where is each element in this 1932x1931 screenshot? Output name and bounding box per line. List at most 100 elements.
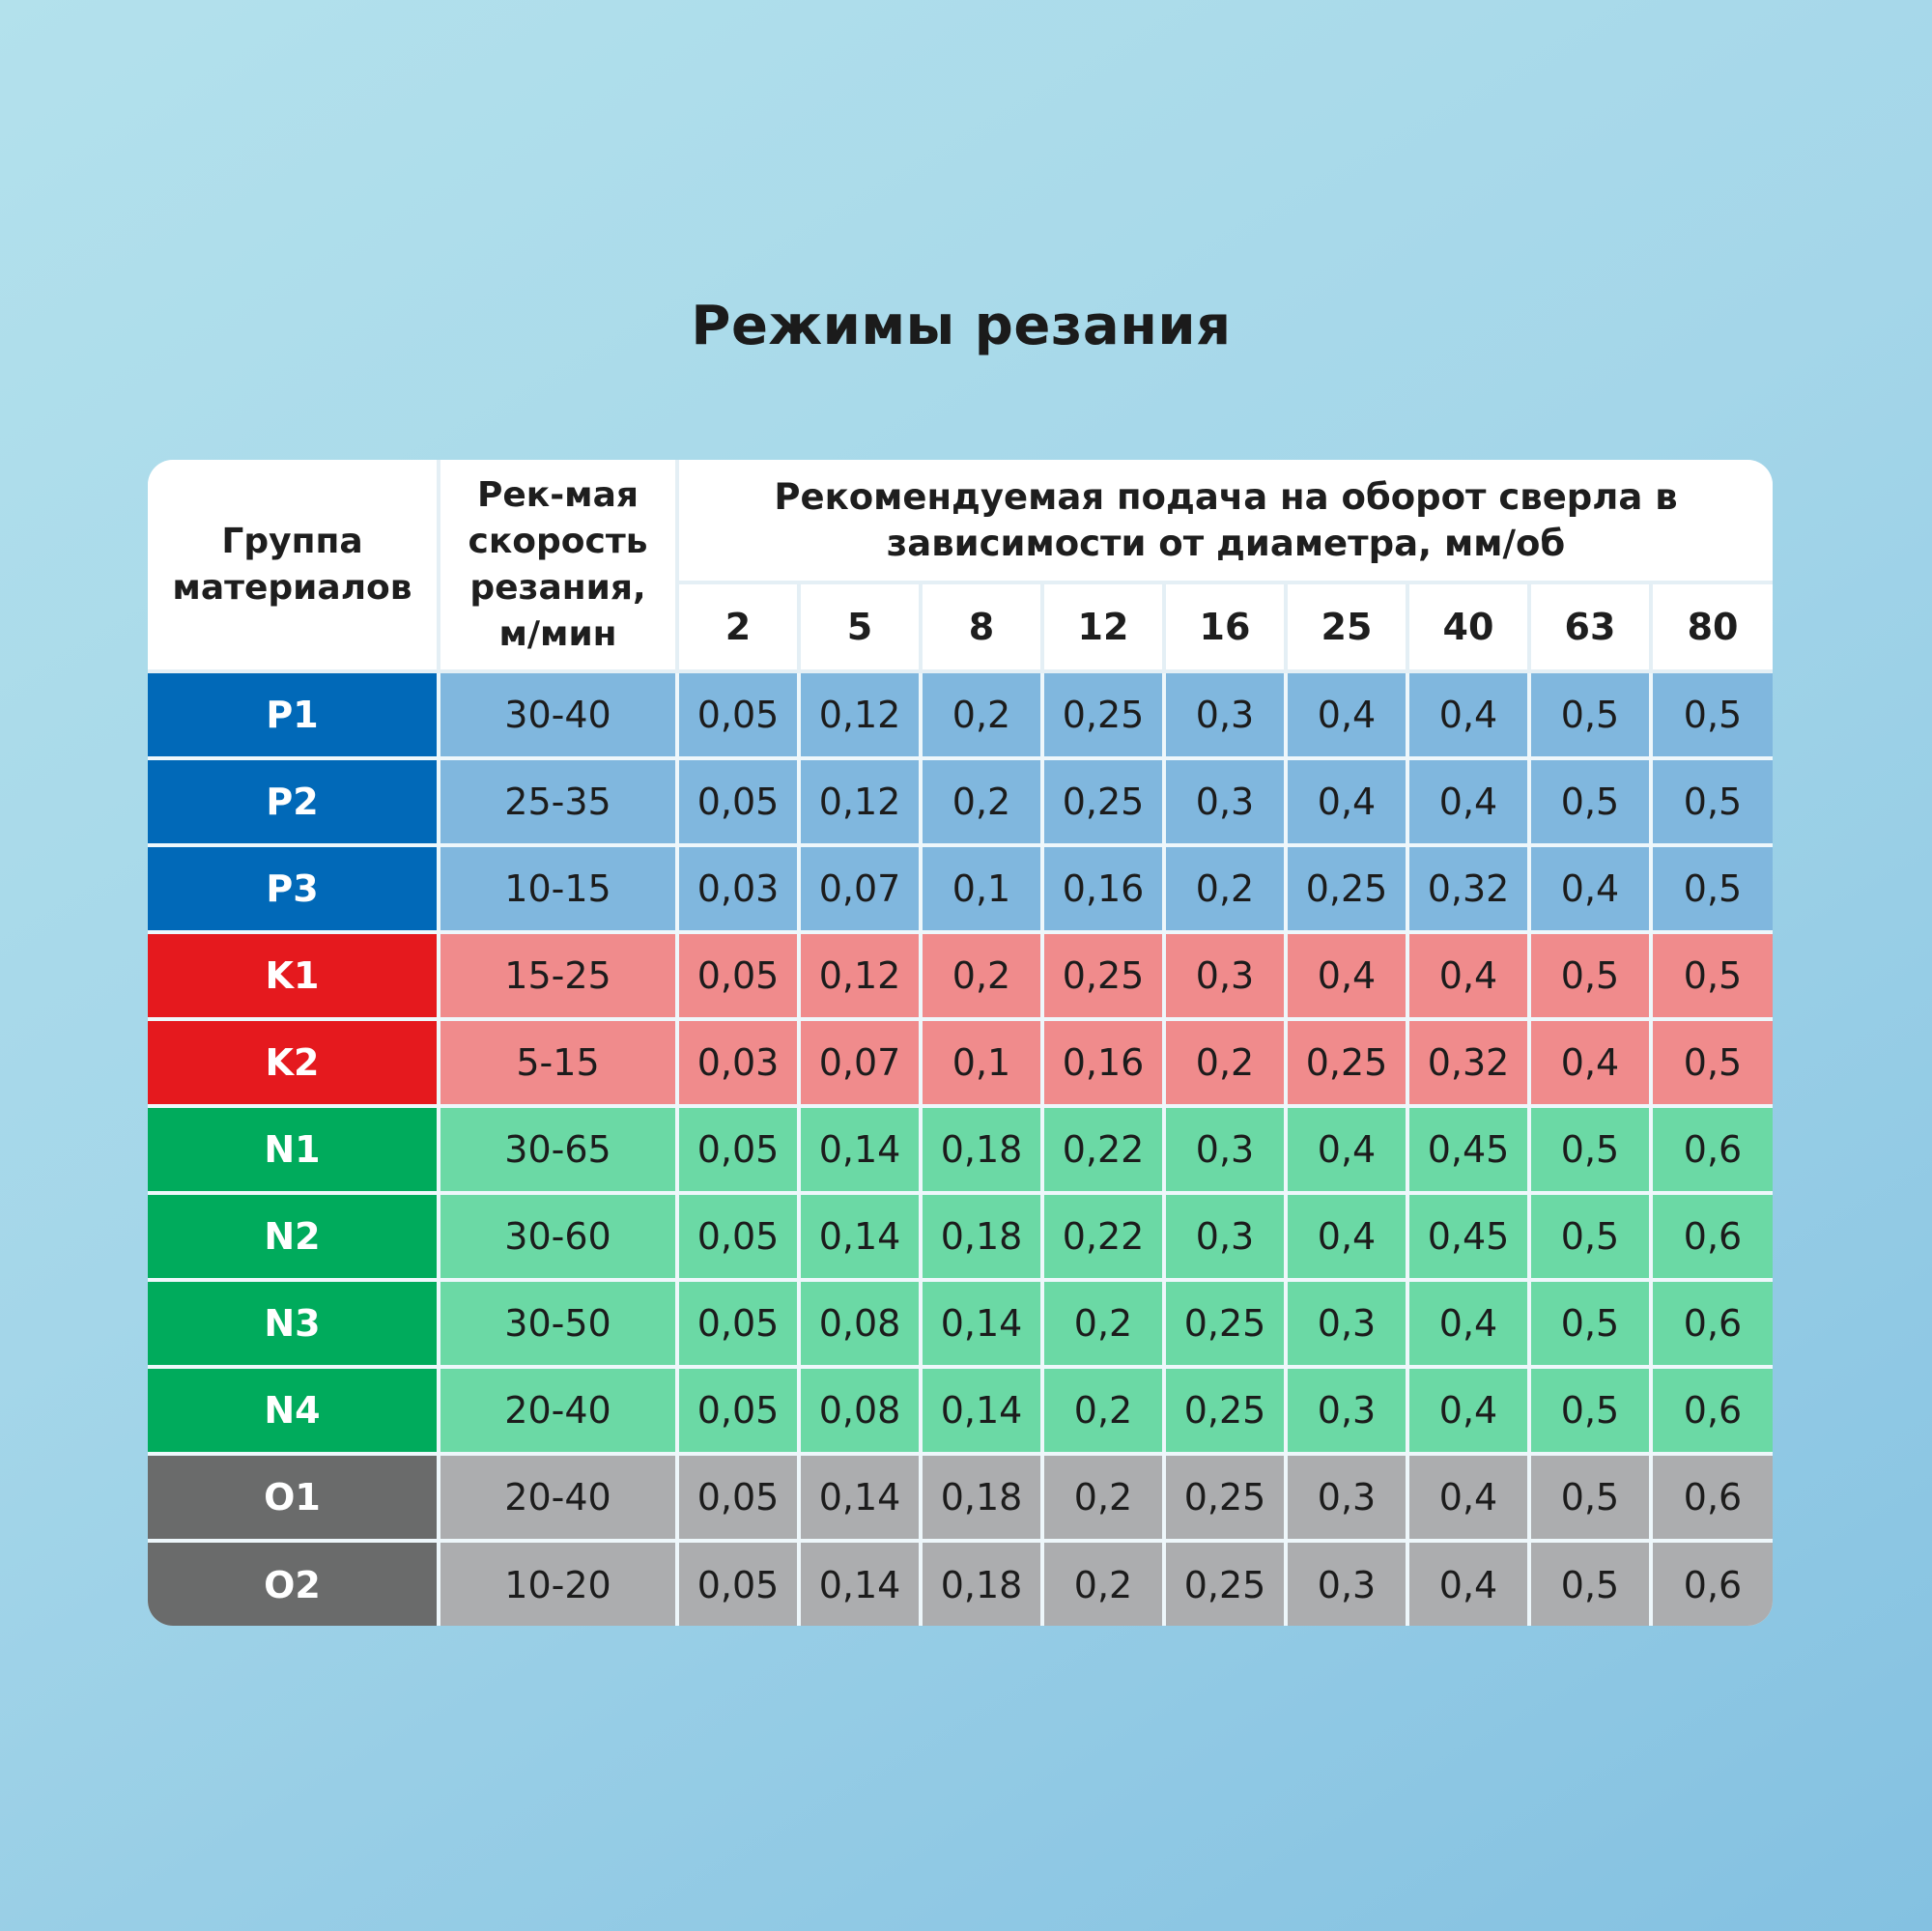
feed-value-cell: 0,25 <box>1164 1541 1288 1626</box>
feed-value-cell: 0,1 <box>921 1019 1044 1108</box>
feed-value-cell: 0,18 <box>921 1454 1044 1543</box>
header-group: Группа материалов <box>148 460 440 673</box>
feed-value-cell: 0,6 <box>1651 1541 1773 1626</box>
material-group-cell: P2 <box>148 758 440 847</box>
header-diameter: 12 <box>1042 582 1166 673</box>
feed-value-cell: 0,12 <box>799 932 923 1021</box>
cutting-modes-table-card: Группа материалов Рек-мая скорость резан… <box>148 460 1773 1626</box>
table-header-row-diameters: 2 5 8 12 16 25 40 63 80 <box>148 582 1773 673</box>
table-body: P1 30-40 0,05 0,12 0,2 0,25 0,3 0,4 0,4 0,5 0,5 P2 2… <box>148 671 1773 1626</box>
table-row: N2 30-60 0,05 0,14 0,18 0,22 0,3 0,4 0,45 0,5 0,6 <box>148 1193 1773 1282</box>
feed-value-cell: 0,4 <box>1407 1367 1531 1456</box>
feed-value-cell: 0,14 <box>921 1367 1044 1456</box>
cutting-speed-cell: 15-25 <box>439 932 679 1021</box>
feed-value-cell: 0,12 <box>799 758 923 847</box>
header-group-label: Группа материалов <box>172 521 412 608</box>
feed-value-cell: 0,4 <box>1407 1454 1531 1543</box>
header-diameter: 25 <box>1286 582 1409 673</box>
feed-value-cell: 0,16 <box>1042 845 1166 934</box>
header-speed: Рек-мая скорость резания, м/мин <box>439 460 679 673</box>
feed-value-cell: 0,4 <box>1286 1193 1409 1282</box>
feed-value-cell: 0,03 <box>677 1019 801 1108</box>
feed-value-cell: 0,18 <box>921 1541 1044 1626</box>
feed-value-cell: 0,6 <box>1651 1193 1773 1282</box>
feed-value-cell: 0,08 <box>799 1367 923 1456</box>
material-group-cell: O1 <box>148 1454 440 1543</box>
feed-value-cell: 0,3 <box>1286 1280 1409 1369</box>
feed-value-cell: 0,2 <box>1042 1280 1166 1369</box>
cutting-speed-cell: 30-50 <box>439 1280 679 1369</box>
feed-value-cell: 0,1 <box>921 845 1044 934</box>
feed-value-cell: 0,16 <box>1042 1019 1166 1108</box>
material-group-cell: P3 <box>148 845 440 934</box>
feed-value-cell: 0,5 <box>1529 1454 1653 1543</box>
feed-value-cell: 0,12 <box>799 671 923 760</box>
feed-value-cell: 0,5 <box>1651 845 1773 934</box>
cutting-speed-cell: 10-20 <box>439 1541 679 1626</box>
material-group-cell: P1 <box>148 671 440 760</box>
feed-value-cell: 0,14 <box>799 1541 923 1626</box>
feed-value-cell: 0,5 <box>1529 758 1653 847</box>
feed-value-cell: 0,3 <box>1286 1541 1409 1626</box>
feed-value-cell: 0,4 <box>1407 1541 1531 1626</box>
feed-value-cell: 0,14 <box>799 1454 923 1543</box>
table-row: P1 30-40 0,05 0,12 0,2 0,25 0,3 0,4 0,4 0,5 0,5 <box>148 671 1773 760</box>
material-group-cell: K1 <box>148 932 440 1021</box>
feed-value-cell: 0,25 <box>1042 671 1166 760</box>
header-feed: Рекомендуемая подача на оборот сверла в … <box>677 460 1773 584</box>
table-row: O2 10-20 0,05 0,14 0,18 0,2 0,25 0,3 0,4 0,5 0,6 <box>148 1541 1773 1626</box>
material-group-cell: N3 <box>148 1280 440 1369</box>
feed-value-cell: 0,6 <box>1651 1106 1773 1195</box>
feed-value-cell: 0,5 <box>1529 1541 1653 1626</box>
feed-value-cell: 0,05 <box>677 758 801 847</box>
table-row: O1 20-40 0,05 0,14 0,18 0,2 0,25 0,3 0,4 0,5 0,6 <box>148 1454 1773 1543</box>
material-group-cell: K2 <box>148 1019 440 1108</box>
feed-value-cell: 0,07 <box>799 845 923 934</box>
feed-value-cell: 0,05 <box>677 1193 801 1282</box>
feed-value-cell: 0,2 <box>1042 1541 1166 1626</box>
cutting-speed-cell: 25-35 <box>439 758 679 847</box>
feed-value-cell: 0,2 <box>1164 1019 1288 1108</box>
feed-value-cell: 0,2 <box>1164 845 1288 934</box>
cutting-speed-cell: 5-15 <box>439 1019 679 1108</box>
feed-value-cell: 0,6 <box>1651 1367 1773 1456</box>
cutting-speed-cell: 20-40 <box>439 1454 679 1543</box>
table-row: N4 20-40 0,05 0,08 0,14 0,2 0,25 0,3 0,4 0,5 0,6 <box>148 1367 1773 1456</box>
feed-value-cell: 0,4 <box>1407 932 1531 1021</box>
cutting-speed-cell: 30-60 <box>439 1193 679 1282</box>
feed-value-cell: 0,32 <box>1407 845 1531 934</box>
feed-value-cell: 0,5 <box>1529 1367 1653 1456</box>
feed-value-cell: 0,2 <box>1042 1367 1166 1456</box>
feed-value-cell: 0,05 <box>677 1367 801 1456</box>
feed-value-cell: 0,18 <box>921 1193 1044 1282</box>
feed-value-cell: 0,25 <box>1164 1454 1288 1543</box>
feed-value-cell: 0,18 <box>921 1106 1044 1195</box>
table-row: N1 30-65 0,05 0,14 0,18 0,22 0,3 0,4 0,45 0,5 0,6 <box>148 1106 1773 1195</box>
feed-value-cell: 0,05 <box>677 671 801 760</box>
feed-value-cell: 0,6 <box>1651 1280 1773 1369</box>
feed-value-cell: 0,03 <box>677 845 801 934</box>
feed-value-cell: 0,3 <box>1164 671 1288 760</box>
header-diameter: 40 <box>1407 582 1531 673</box>
feed-value-cell: 0,5 <box>1529 1280 1653 1369</box>
table-header-row-top: Группа материалов Рек-мая скорость резан… <box>148 460 1773 673</box>
feed-value-cell: 0,3 <box>1286 1454 1409 1543</box>
header-diameter: 63 <box>1529 582 1653 673</box>
feed-value-cell: 0,6 <box>1651 1454 1773 1543</box>
material-group-cell: N1 <box>148 1106 440 1195</box>
feed-value-cell: 0,3 <box>1164 1106 1288 1195</box>
material-group-cell: N4 <box>148 1367 440 1456</box>
feed-value-cell: 0,4 <box>1529 1019 1653 1108</box>
feed-value-cell: 0,05 <box>677 1541 801 1626</box>
feed-value-cell: 0,25 <box>1286 1019 1409 1108</box>
feed-value-cell: 0,5 <box>1529 932 1653 1021</box>
feed-value-cell: 0,3 <box>1164 1193 1288 1282</box>
feed-value-cell: 0,5 <box>1529 1106 1653 1195</box>
feed-value-cell: 0,14 <box>799 1106 923 1195</box>
feed-value-cell: 0,05 <box>677 1106 801 1195</box>
header-diameter: 8 <box>921 582 1044 673</box>
feed-value-cell: 0,2 <box>921 932 1044 1021</box>
feed-value-cell: 0,3 <box>1164 932 1288 1021</box>
feed-value-cell: 0,25 <box>1286 845 1409 934</box>
feed-value-cell: 0,08 <box>799 1280 923 1369</box>
